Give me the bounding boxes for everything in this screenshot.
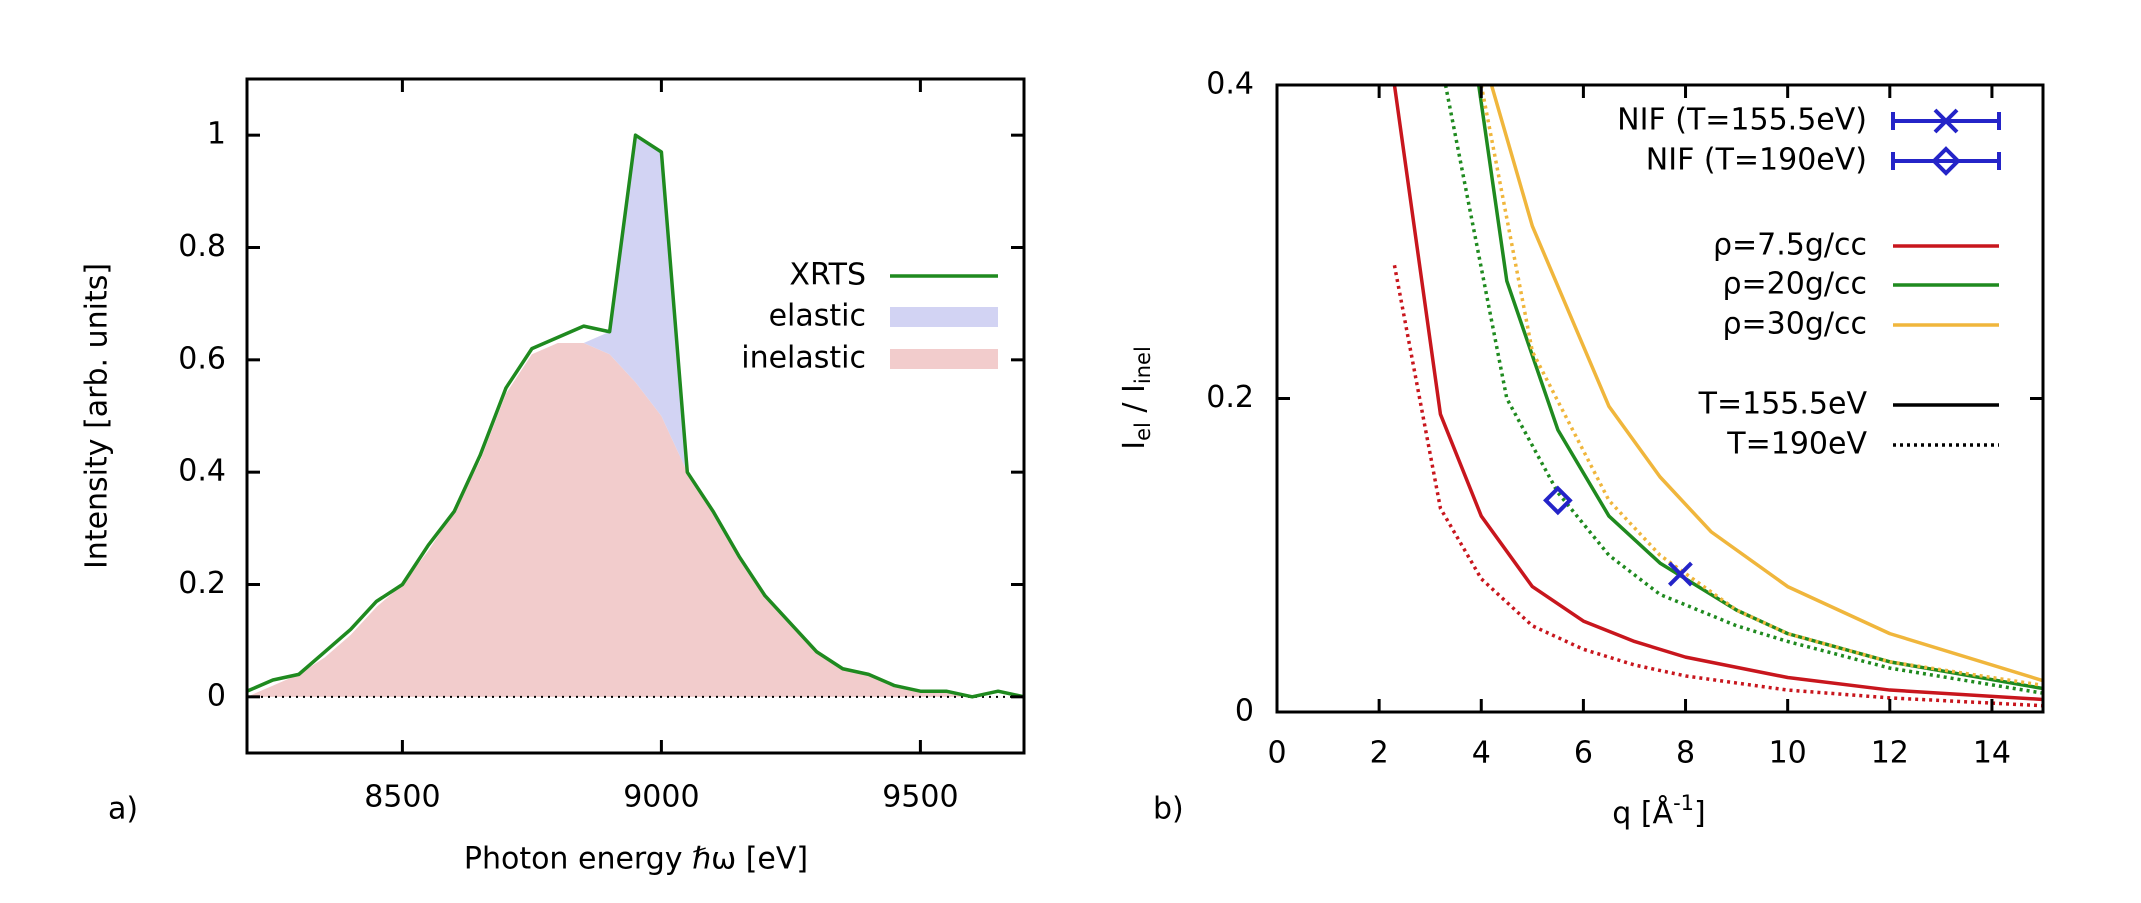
x-tick-label: 0 (1267, 736, 1286, 771)
line (1392, 85, 2043, 702)
plot-area (1392, 85, 2043, 708)
area (247, 342, 1024, 697)
y-tick-label: 0.4 (178, 454, 226, 489)
x-tick-label: 9000 (623, 780, 699, 815)
legend-label: T=190eV (1726, 427, 1867, 462)
x-tick-label: 8 (1676, 736, 1695, 771)
label-part: I (1117, 441, 1152, 450)
legend-label: T=155.5eV (1698, 387, 1868, 422)
x-tick-label: 8500 (364, 780, 440, 815)
y-tick-label: 0.8 (178, 229, 226, 264)
y-tick-label: 1 (207, 117, 226, 152)
x-tick-label: 12 (1871, 736, 1909, 771)
label-part: el (1131, 422, 1155, 441)
y-tick-label: 0 (1235, 694, 1254, 729)
legend-swatch (890, 307, 998, 327)
y-tick-label: 0.6 (178, 341, 226, 376)
legend-label: elastic (769, 299, 866, 334)
line (1392, 264, 2043, 708)
legend-label: ρ=7.5g/cc (1713, 228, 1867, 263)
y-tick-label: 0.4 (1206, 67, 1254, 102)
label-part: -1 (1673, 791, 1694, 815)
marker (1668, 561, 1693, 587)
x-tick-label: 6 (1574, 736, 1593, 771)
area (247, 135, 1024, 697)
line (1489, 85, 2043, 683)
legend-errorbar (1891, 152, 2001, 170)
legend-label: ρ=30g/cc (1723, 307, 1868, 342)
marker (1543, 485, 1573, 516)
x-tick-label: 10 (1769, 736, 1807, 771)
legend-swatch (890, 349, 998, 369)
plot-area (247, 133, 1024, 699)
legend-label: NIF (T=155.5eV) (1617, 103, 1867, 138)
x-tick-label: 2 (1370, 736, 1389, 771)
legend-label: inelastic (741, 341, 866, 376)
y-tick-label: 0.2 (1206, 380, 1254, 415)
plot-frame (245, 77, 1026, 755)
marker (1931, 146, 1961, 176)
line (1476, 85, 2043, 691)
legend-label: NIF (T=190eV) (1646, 143, 1867, 178)
label-part: inel (1131, 346, 1155, 384)
panel-label: b) (1153, 792, 1184, 827)
plot-frame (1275, 83, 2045, 714)
y-tick-label: 0.2 (178, 566, 226, 601)
legend-label: XRTS (789, 258, 866, 293)
label-part: q [Å (1612, 795, 1673, 831)
line (1443, 85, 2043, 695)
x-tick-label: 4 (1472, 736, 1491, 771)
marker (1933, 108, 1959, 134)
panel-label: a) (108, 792, 138, 827)
axis-label: Intensity [arb. units] (80, 263, 115, 569)
label-part: ] (1694, 796, 1706, 831)
axis-label: Photon energy ℏω [eV] (464, 842, 808, 877)
axis-label: Iel / Iinel (1117, 346, 1156, 450)
axis-label: q [Å-1] (1612, 791, 1705, 831)
x-tick-label: 9500 (882, 780, 958, 815)
line (1479, 85, 2043, 688)
x-tick-label: 14 (1973, 736, 2011, 771)
label-part: / I (1117, 384, 1152, 422)
y-tick-label: 0 (207, 678, 226, 713)
legend-label: ρ=20g/cc (1723, 267, 1868, 302)
line (247, 133, 1024, 699)
